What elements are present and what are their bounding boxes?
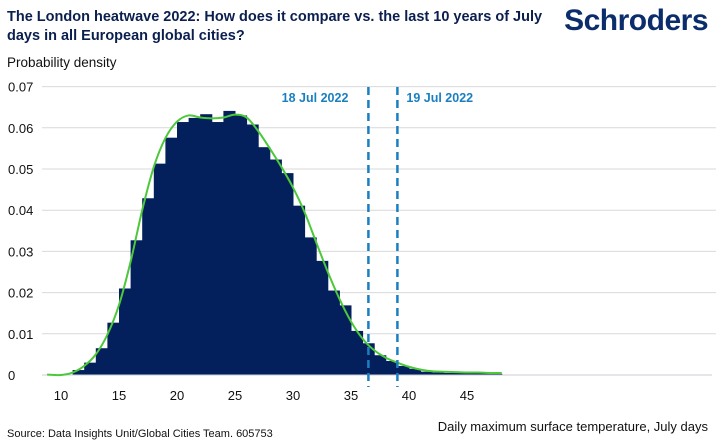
histogram-bar — [246, 124, 259, 375]
x-tick-label: 25 — [228, 388, 242, 403]
x-tick-label: 45 — [460, 388, 474, 403]
histogram-bar — [281, 173, 294, 375]
source-note: Source: Data Insights Unit/Global Cities… — [7, 428, 273, 440]
histogram-bar — [478, 373, 491, 375]
histogram-bar — [443, 372, 456, 375]
chart-title: The London heatwave 2022: How does it co… — [7, 9, 543, 44]
histogram-bar — [177, 122, 190, 375]
histogram-bar — [84, 362, 97, 375]
y-tick-label: 0.01 — [8, 327, 33, 342]
y-tick-label: 0.06 — [8, 121, 33, 136]
x-axis-label: Daily maximum surface temperature, July … — [437, 419, 708, 434]
histogram-bar — [119, 288, 132, 375]
histogram-bar — [142, 198, 155, 375]
histogram-bar — [490, 373, 503, 375]
y-tick-label: 0.07 — [8, 80, 33, 95]
histogram-bar — [316, 260, 329, 375]
schroders-logo: Schroders — [564, 4, 708, 37]
histogram-bar — [211, 122, 224, 375]
histogram-bar — [293, 205, 306, 375]
histogram-bar — [165, 137, 178, 375]
histogram-bar — [130, 240, 143, 375]
histogram-bar — [339, 305, 352, 375]
histogram-bar — [72, 370, 85, 375]
histogram-bar — [269, 159, 282, 375]
histogram-bar — [188, 117, 201, 376]
histogram-bar — [304, 237, 317, 375]
histogram-bar — [235, 115, 248, 375]
histogram-bar — [107, 322, 120, 375]
histogram-bar — [223, 110, 236, 376]
histogram-bar — [351, 330, 364, 375]
y-tick-label: 0 — [8, 368, 15, 383]
annotation-label: 19 Jul 2022 — [406, 91, 473, 105]
histogram-bar — [374, 355, 387, 375]
x-tick-label: 15 — [112, 388, 126, 403]
histogram-bar — [455, 372, 468, 375]
x-tick-label: 30 — [286, 388, 300, 403]
y-tick-label: 0.04 — [8, 203, 33, 218]
x-tick-label: 20 — [170, 388, 184, 403]
histogram-bar — [467, 373, 480, 375]
y-axis-label: Probability density — [7, 55, 117, 70]
histogram-bar — [420, 371, 433, 375]
y-tick-label: 0.05 — [8, 162, 33, 177]
y-tick-label: 0.02 — [8, 286, 33, 301]
histogram-bar — [200, 114, 213, 375]
histogram-bar — [327, 290, 340, 375]
histogram-bar — [397, 365, 410, 375]
annotation-label: 18 Jul 2022 — [282, 91, 349, 105]
density-curve — [47, 113, 502, 377]
histogram-bar — [385, 360, 398, 375]
histogram-bar — [409, 368, 422, 375]
histogram-bar — [258, 147, 271, 375]
histogram-bar — [362, 343, 375, 375]
histogram-bar — [432, 372, 445, 375]
histogram-bar — [153, 163, 166, 375]
x-tick-label: 10 — [54, 388, 68, 403]
x-tick-label: 35 — [344, 388, 358, 403]
x-tick-label: 40 — [402, 388, 416, 403]
histogram-bar — [95, 348, 108, 375]
y-tick-label: 0.03 — [8, 244, 33, 259]
